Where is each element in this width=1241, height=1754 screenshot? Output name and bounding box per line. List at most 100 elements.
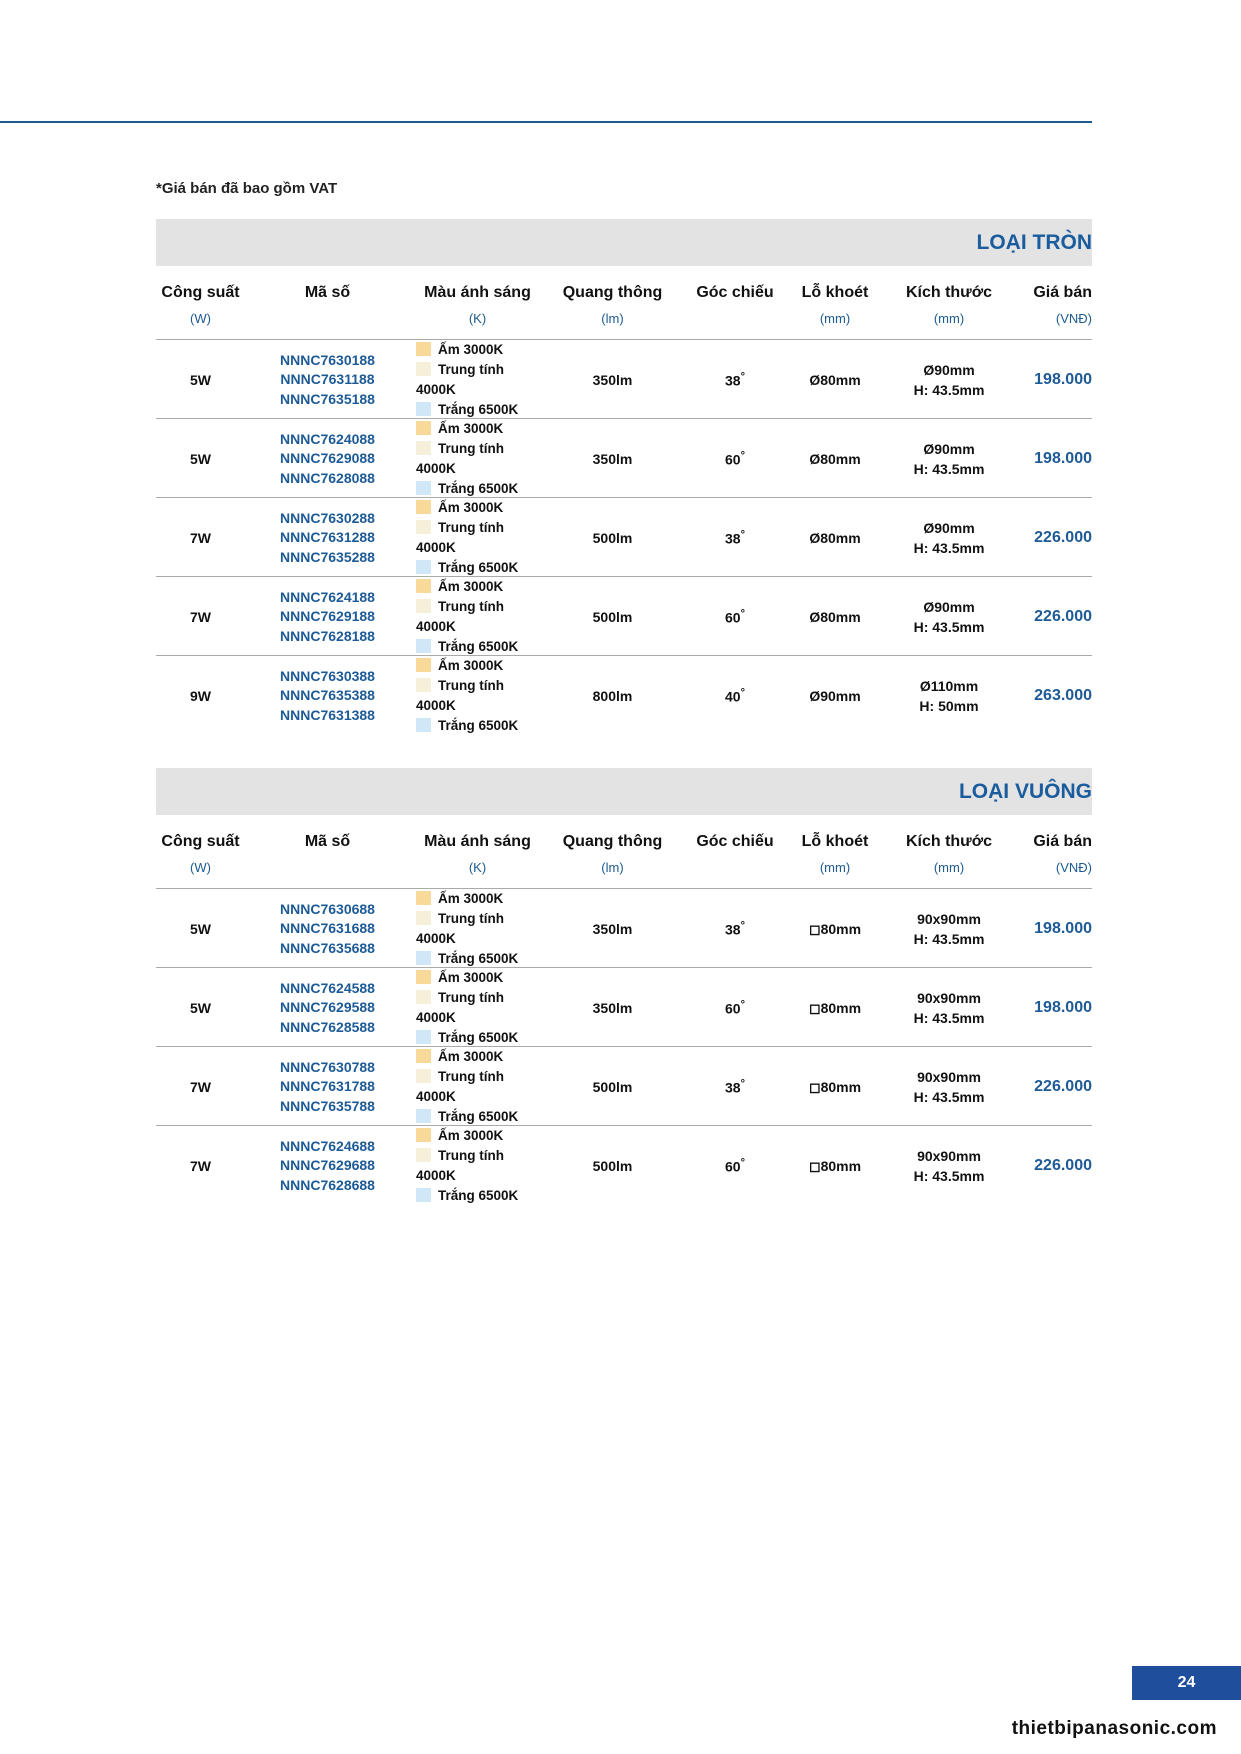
angle-value: 38 bbox=[725, 530, 741, 547]
model-codes: NNNC7630188 NNNC7631188 NNNC7635188 bbox=[245, 351, 410, 410]
dimensions: Ø110mm H: 50mm bbox=[880, 676, 1018, 716]
beam-angle: 38° bbox=[680, 371, 790, 389]
light-color-label: Trắng 6500K bbox=[438, 1030, 519, 1045]
price: 226.000 bbox=[1034, 1157, 1092, 1174]
column-unit: (K) bbox=[468, 860, 487, 875]
light-color-label: Trắng 6500K bbox=[438, 951, 519, 966]
dimension-height: H: 43.5mm bbox=[913, 1089, 985, 1105]
light-colors: Ấm 3000K Trung tính 4000K Trắng 6500K bbox=[410, 1047, 545, 1127]
model-code: NNNC7630788 bbox=[280, 1058, 375, 1075]
column-header: Công suất (W) bbox=[156, 266, 245, 339]
color-swatch-icon bbox=[416, 970, 431, 984]
column-unit: (mm) bbox=[933, 311, 965, 326]
website-footer: thietbipanasonic.com bbox=[1011, 1718, 1217, 1739]
price: 198.000 bbox=[1034, 999, 1092, 1016]
light-color-label: Ấm 3000K bbox=[438, 1049, 504, 1064]
model-codes: NNNC7630288 NNNC7631288 NNNC7635288 bbox=[245, 509, 410, 568]
color-swatch-icon bbox=[416, 342, 431, 356]
section-title: LOẠI VUÔNG bbox=[958, 779, 1092, 803]
angle-value: 38 bbox=[725, 1079, 741, 1096]
column-title: Giá bán bbox=[1033, 833, 1092, 850]
column-header: Quang thông (lm) bbox=[545, 815, 680, 888]
dimension-size: Ø110mm bbox=[919, 678, 979, 694]
beam-angle: 38° bbox=[680, 529, 790, 547]
model-code: NNNC7630188 bbox=[280, 351, 375, 368]
table-header: Công suất (W) Mã số Màu ánh sáng (K) Quang th… bbox=[156, 815, 1092, 889]
dimension-size: Ø90mm bbox=[923, 362, 975, 378]
column-header: Góc chiếu bbox=[680, 266, 790, 339]
beam-angle: 38° bbox=[680, 920, 790, 938]
model-code: NNNC7635388 bbox=[280, 687, 375, 704]
color-swatch-icon bbox=[416, 1049, 431, 1063]
color-swatch-icon bbox=[416, 678, 431, 692]
light-color-item: Ấm 3000K bbox=[416, 498, 545, 518]
angle-value: 60 bbox=[725, 1158, 741, 1175]
light-color-item: Trung tính 4000K bbox=[416, 988, 545, 1028]
price: 226.000 bbox=[1034, 608, 1092, 625]
light-color-label: Ấm 3000K bbox=[438, 342, 504, 357]
color-swatch-icon bbox=[416, 560, 431, 574]
degree-symbol: ° bbox=[740, 1157, 745, 1170]
table-row: 7W NNNC7630288 NNNC7631288 NNNC7635288 Ấm 30… bbox=[156, 498, 1092, 577]
section-title: LOẠI TRÒN bbox=[976, 230, 1093, 254]
light-color-item: Ấm 3000K bbox=[416, 968, 545, 988]
table-row: 7W NNNC7624188 NNNC7629188 NNNC7628188 Ấm 30… bbox=[156, 577, 1092, 656]
power: 5W bbox=[190, 372, 211, 388]
color-swatch-icon bbox=[416, 911, 431, 925]
light-color-label: Ấm 3000K bbox=[438, 970, 504, 985]
color-swatch-icon bbox=[416, 579, 431, 593]
light-color-label: Trắng 6500K bbox=[438, 402, 519, 417]
dimensions: Ø90mm H: 43.5mm bbox=[880, 597, 1018, 637]
light-color-label: Trung tính 4000K bbox=[416, 911, 504, 946]
price: 198.000 bbox=[1034, 450, 1092, 467]
color-swatch-icon bbox=[416, 362, 431, 376]
cutout: Ø80mm bbox=[809, 609, 861, 625]
model-codes: NNNC7624088 NNNC7629088 NNNC7628088 bbox=[245, 430, 410, 489]
model-code: NNNC7628588 bbox=[280, 1018, 375, 1035]
color-swatch-icon bbox=[416, 1148, 431, 1162]
color-swatch-icon bbox=[416, 658, 431, 672]
dimension-size: Ø90mm bbox=[923, 520, 975, 536]
column-title: Góc chiếu bbox=[696, 284, 774, 301]
power: 5W bbox=[190, 1000, 211, 1016]
price: 198.000 bbox=[1034, 371, 1092, 388]
light-color-item: Trung tính 4000K bbox=[416, 518, 545, 558]
cutout: ◻80mm bbox=[808, 1078, 862, 1095]
color-swatch-icon bbox=[416, 421, 431, 435]
angle-value: 60 bbox=[725, 1000, 741, 1017]
model-code: NNNC7631788 bbox=[280, 1078, 375, 1095]
beam-angle: 40° bbox=[680, 687, 790, 705]
color-swatch-icon bbox=[416, 402, 431, 416]
power: 7W bbox=[190, 1158, 211, 1174]
column-unit: (W) bbox=[190, 860, 211, 875]
color-swatch-icon bbox=[416, 891, 431, 905]
light-color-item: Trắng 6500K bbox=[416, 637, 545, 657]
model-code: NNNC7630688 bbox=[280, 900, 375, 917]
light-color-item: Trung tính 4000K bbox=[416, 1067, 545, 1107]
light-colors: Ấm 3000K Trung tính 4000K Trắng 6500K bbox=[410, 889, 545, 969]
degree-symbol: ° bbox=[740, 450, 745, 463]
column-unit: (VNĐ) bbox=[1055, 311, 1092, 326]
light-color-item: Trung tính 4000K bbox=[416, 676, 545, 716]
dimension-height: H: 43.5mm bbox=[913, 1168, 985, 1184]
column-title: Mã số bbox=[304, 833, 351, 850]
degree-symbol: ° bbox=[740, 529, 745, 542]
angle-value: 38 bbox=[725, 921, 741, 938]
column-header: Màu ánh sáng (K) bbox=[410, 266, 545, 339]
dimensions: 90x90mm H: 43.5mm bbox=[880, 909, 1018, 949]
column-unit: (lm) bbox=[601, 860, 624, 875]
power: 5W bbox=[190, 451, 211, 467]
section-title-band: LOẠI TRÒN bbox=[156, 219, 1092, 266]
column-header: Mã số bbox=[245, 266, 410, 339]
light-color-item: Trung tính 4000K bbox=[416, 597, 545, 637]
lumen: 500lm bbox=[592, 609, 633, 625]
column-header: Công suất (W) bbox=[156, 815, 245, 888]
light-color-item: Ấm 3000K bbox=[416, 656, 545, 676]
beam-angle: 60° bbox=[680, 608, 790, 626]
dimension-height: H: 43.5mm bbox=[913, 382, 985, 398]
degree-symbol: ° bbox=[740, 999, 745, 1012]
column-title: Công suất bbox=[161, 833, 240, 850]
model-code: NNNC7624688 bbox=[280, 1137, 375, 1154]
light-color-item: Ấm 3000K bbox=[416, 1047, 545, 1067]
light-color-label: Ấm 3000K bbox=[438, 579, 504, 594]
